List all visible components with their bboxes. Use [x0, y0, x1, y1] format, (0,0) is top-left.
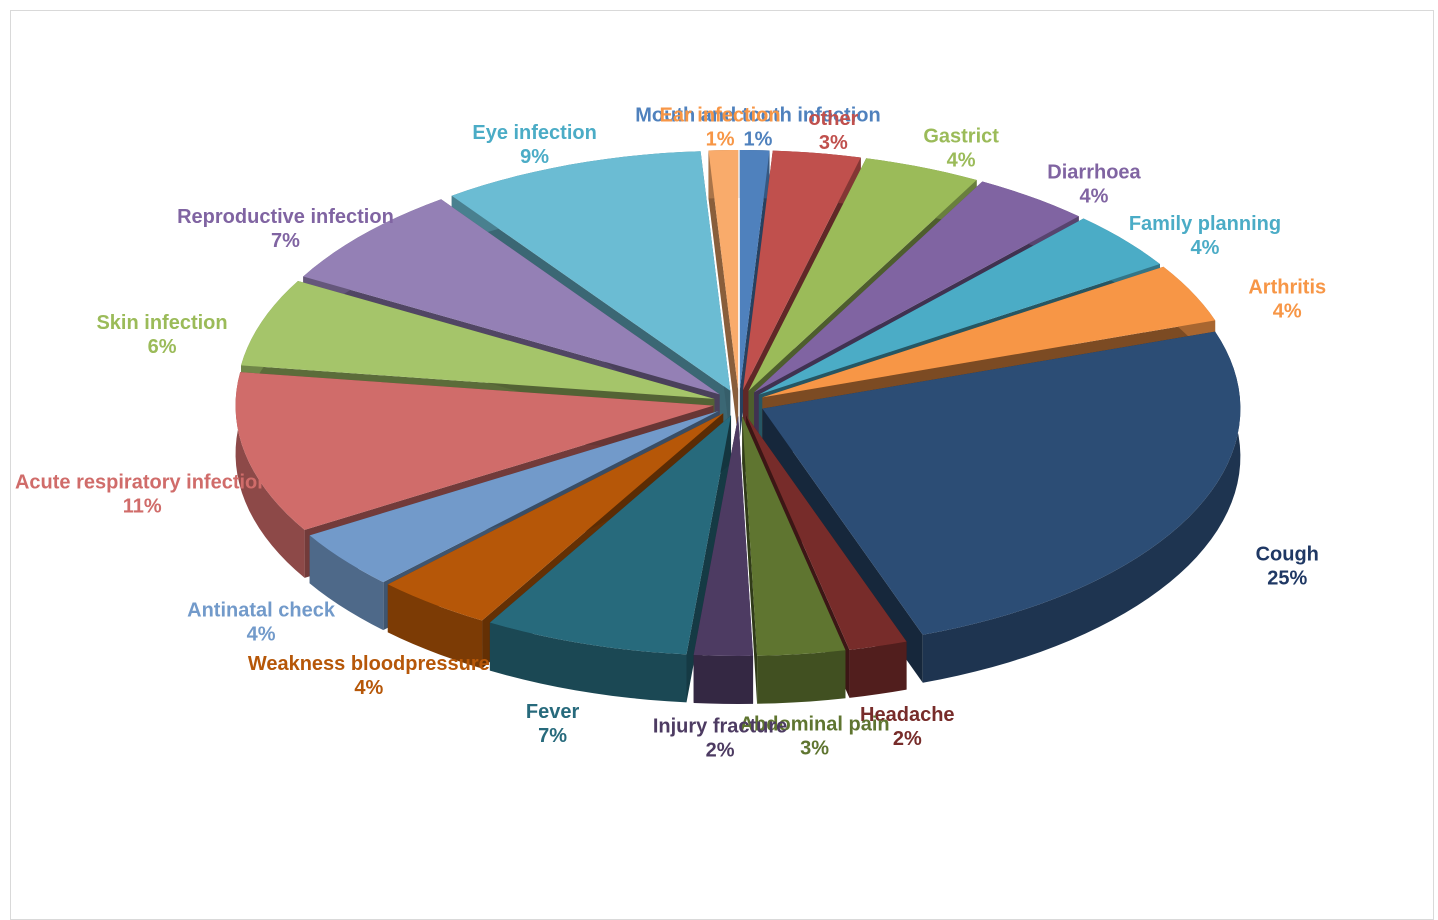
- data-label-cough: Cough 25%: [1256, 543, 1319, 589]
- data-label-abdominal-pain: Abdominal pain 3%: [740, 713, 890, 759]
- data-label-ear-infection: Ear infection 1%: [659, 104, 780, 150]
- data-label-antinatal-check: Antinatal check 4%: [187, 600, 336, 646]
- pie-slice-cough: [762, 331, 1241, 683]
- chart-area: Mouth and tooth infection 1% other 3% Gastri…: [10, 10, 1434, 920]
- data-label-arthritis: Arthritis 4%: [1248, 277, 1326, 323]
- data-label-gastrict: Gastrict 4%: [923, 125, 999, 171]
- pie-slice-fever: [489, 415, 732, 703]
- data-label-weakness-bloodpressure: Weakness bloodpressure 4%: [248, 653, 490, 699]
- data-label-diarrhoea: Diarrhoea 4%: [1047, 161, 1141, 207]
- data-label-acute-respiratory-infection: Acute respiratory infection 11%: [15, 471, 270, 517]
- data-label-skin-infection: Skin infection 6%: [96, 312, 227, 358]
- data-label-injury-fracture: Injury fracture 2%: [653, 716, 787, 762]
- pie-chart: Mouth and tooth infection 1%other 3% Gastri…: [15, 104, 1326, 762]
- data-label-family-planning: Family planning 4%: [1129, 213, 1281, 259]
- data-label-reproductive-infection: Reproductive infection 7%: [177, 206, 394, 252]
- data-label-mouth-and-tooth-infection: Mouth and tooth infection 1%: [635, 104, 881, 150]
- pie-slice-abdominal-pain: [742, 415, 846, 704]
- pie-slice-ear-infection: [708, 150, 739, 439]
- data-label-headache: Headache 2%: [860, 704, 955, 750]
- data-label-other: other 3%: [808, 108, 858, 154]
- data-label-fever: Fever 7%: [526, 701, 580, 747]
- data-label-eye-infection: Eye infection 9%: [472, 122, 596, 168]
- pie-slice-injury-fracture: [693, 415, 754, 704]
